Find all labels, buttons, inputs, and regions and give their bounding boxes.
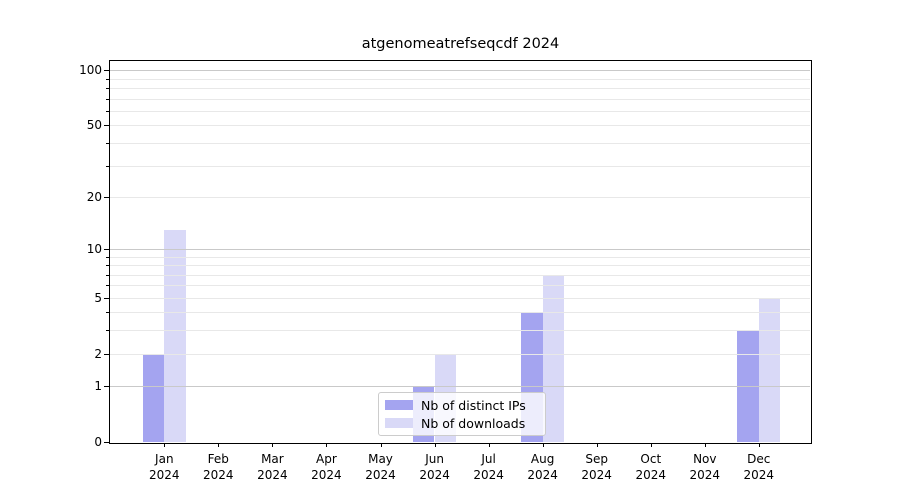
gridline-minor xyxy=(110,256,810,258)
x-tick-label: Nov 2024 xyxy=(673,451,737,483)
y-minor-tick xyxy=(106,274,109,276)
gridline-minor xyxy=(110,297,810,299)
y-tick-label: 5 xyxy=(94,290,102,305)
x-tick xyxy=(542,443,544,447)
x-tick-label: Apr 2024 xyxy=(294,451,358,483)
bar-downloads xyxy=(164,229,186,442)
x-tick xyxy=(326,443,328,447)
y-tick xyxy=(104,125,109,127)
y-tick xyxy=(104,196,109,198)
gridline-minor xyxy=(110,98,810,100)
gridline-minor xyxy=(110,285,810,287)
y-minor-tick xyxy=(106,88,109,90)
bar-downloads xyxy=(758,297,781,442)
x-tick xyxy=(488,443,490,447)
x-tick-label: Aug 2024 xyxy=(511,451,575,483)
x-tick-label-year: 2024 xyxy=(365,468,396,482)
x-tick xyxy=(596,443,598,447)
gridline-minor xyxy=(110,125,810,127)
y-minor-tick xyxy=(106,330,109,332)
legend-item-downloads: Nb of downloads xyxy=(385,416,539,431)
y-tick xyxy=(104,70,109,72)
x-tick-label: Jan 2024 xyxy=(132,451,196,483)
x-tick-label-year: 2024 xyxy=(257,468,288,482)
x-tick-label-year: 2024 xyxy=(149,468,180,482)
y-tick xyxy=(104,442,109,443)
gridline-major xyxy=(110,70,810,72)
x-tick-label-year: 2024 xyxy=(743,468,775,482)
y-minor-tick xyxy=(106,256,109,258)
x-tick xyxy=(218,443,220,447)
legend: Nb of distinct IPs Nb of downloads xyxy=(378,392,546,436)
legend-label-downloads: Nb of downloads xyxy=(421,415,526,431)
x-tick-label: Jul 2024 xyxy=(457,451,521,483)
gridline-minor xyxy=(110,265,810,267)
bar-downloads xyxy=(542,274,565,442)
y-tick xyxy=(104,386,109,388)
gridline-minor xyxy=(110,78,810,80)
x-tick xyxy=(164,443,166,447)
legend-item-distinct-ips: Nb of distinct IPs xyxy=(385,398,539,413)
x-tick-label: Feb 2024 xyxy=(186,451,250,483)
y-minor-tick xyxy=(106,265,109,267)
y-tick-label: 10 xyxy=(86,241,102,256)
y-minor-tick xyxy=(106,312,109,314)
y-minor-tick xyxy=(106,285,109,287)
plot-area xyxy=(110,61,810,442)
y-minor-tick xyxy=(106,165,109,167)
gridline-minor xyxy=(110,143,810,144)
x-tick-label-year: 2024 xyxy=(527,468,558,482)
x-tick-label-year: 2024 xyxy=(203,468,234,482)
y-tick-label: 50 xyxy=(86,118,102,133)
gridline-minor xyxy=(110,312,810,314)
x-tick-label-year: 2024 xyxy=(419,468,450,482)
x-tick-label-year: 2024 xyxy=(689,468,721,482)
y-tick-label: 1 xyxy=(94,379,102,394)
x-tick xyxy=(758,443,760,447)
x-tick-label: Sep 2024 xyxy=(565,451,629,483)
legend-label-distinct-ips: Nb of distinct IPs xyxy=(421,397,526,413)
x-tick-label-year: 2024 xyxy=(635,468,667,482)
gridline-minor xyxy=(110,196,810,198)
x-tick-label: Dec 2024 xyxy=(727,451,791,483)
y-tick xyxy=(104,248,109,250)
gridline-minor xyxy=(110,88,810,90)
chart-title: atgenomeatrefseqcdf 2024 xyxy=(361,36,560,52)
x-tick-label-year: 2024 xyxy=(311,468,342,482)
x-tick xyxy=(272,443,274,447)
x-tick-label-year: 2024 xyxy=(473,468,504,482)
y-tick-label: 20 xyxy=(86,189,102,204)
y-tick-label: 0 xyxy=(94,435,102,449)
plot-frame xyxy=(109,60,812,444)
x-tick-label: May 2024 xyxy=(349,451,413,483)
y-minor-tick xyxy=(106,78,109,80)
y-tick-label: 100 xyxy=(79,63,102,78)
gridline-minor xyxy=(110,165,810,167)
legend-swatch-distinct-ips xyxy=(385,400,413,410)
y-tick xyxy=(104,297,109,299)
x-tick xyxy=(650,443,652,447)
x-tick xyxy=(434,443,436,447)
gridline-minor xyxy=(110,274,810,276)
gridline-major xyxy=(110,386,810,388)
x-tick-label: Mar 2024 xyxy=(240,451,304,483)
x-tick xyxy=(380,443,382,447)
x-tick-label: Jun 2024 xyxy=(403,451,467,483)
x-tick-label: Oct 2024 xyxy=(619,451,683,483)
x-tick-label-year: 2024 xyxy=(581,468,612,482)
y-tick-label: 2 xyxy=(94,346,102,361)
bar-distinct-ips xyxy=(142,353,165,442)
x-tick xyxy=(704,443,706,447)
legend-swatch-downloads xyxy=(385,418,413,428)
gridline-major xyxy=(110,248,810,250)
y-tick xyxy=(104,353,109,355)
y-minor-tick xyxy=(106,143,109,144)
y-minor-tick xyxy=(106,98,109,100)
gridline-minor xyxy=(110,330,810,332)
gridline-minor xyxy=(110,111,810,112)
y-minor-tick xyxy=(106,111,109,112)
gridline-minor xyxy=(110,353,810,355)
